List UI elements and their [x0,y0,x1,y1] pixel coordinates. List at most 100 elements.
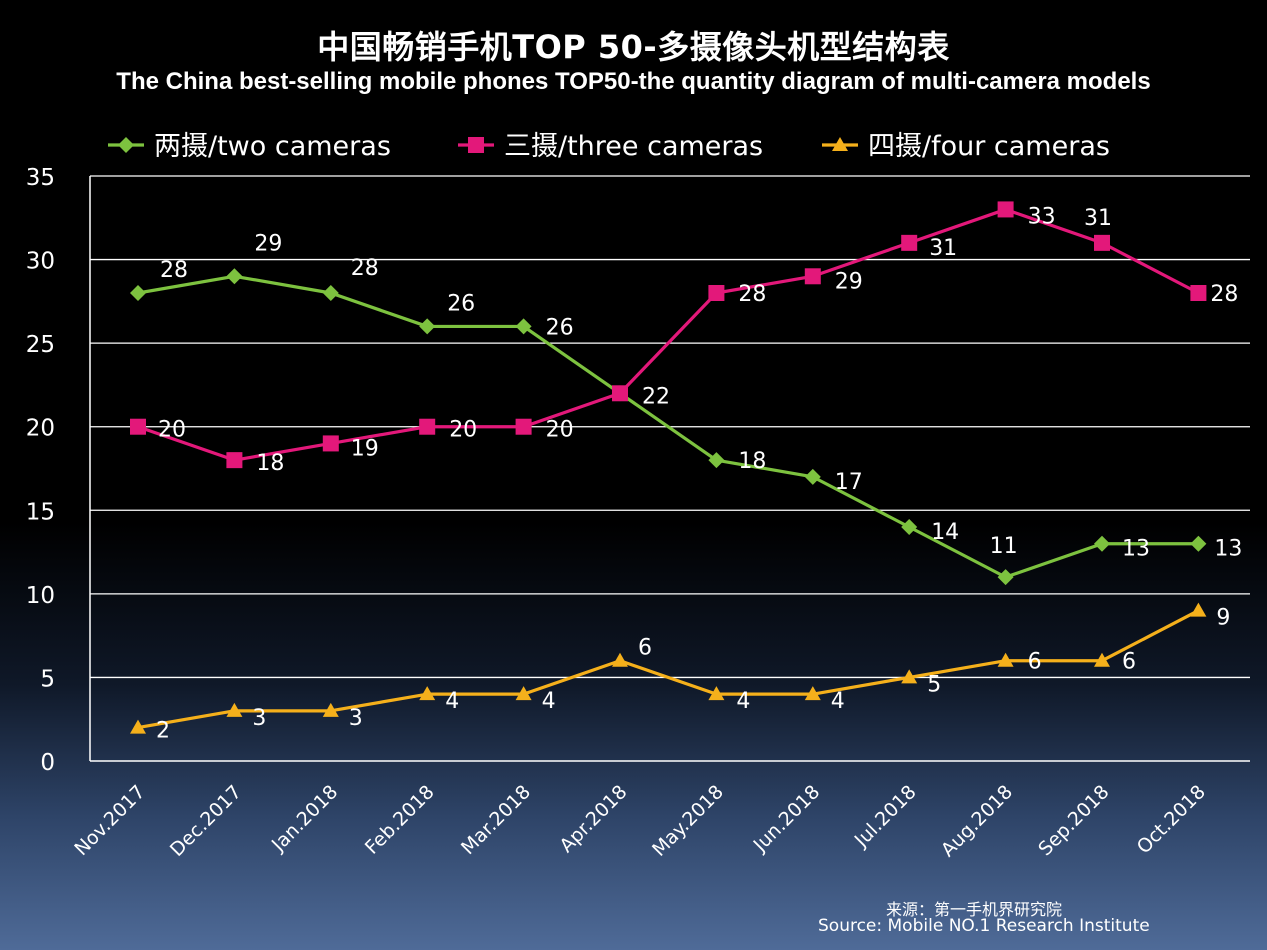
data-label: 6 [1028,650,1042,675]
source-cn: 来源：第一手机界研究院 [886,900,1063,919]
data-label: 3 [349,706,363,731]
data-point [515,418,532,435]
data-label: 11 [990,534,1018,559]
x-tick-label: Aug.2018 [937,781,1017,861]
data-label: 4 [445,689,459,714]
x-tick-label: Nov.2017 [70,781,149,860]
data-point [226,452,243,469]
data-label: 31 [929,236,957,261]
data-label: 4 [831,689,845,714]
data-label: 26 [546,315,574,340]
data-label: 13 [1214,537,1242,562]
y-tick-label: 30 [26,249,55,275]
data-point [322,285,339,301]
data-label: 6 [638,636,652,661]
x-tick-label: May.2018 [648,781,728,861]
data-label: 28 [738,282,766,307]
data-point [997,569,1014,586]
x-tick-label: Apr.2018 [555,781,631,857]
data-point [997,652,1014,667]
data-label: 26 [447,291,475,316]
data-label: 18 [256,451,284,476]
data-label: 3 [252,706,266,731]
data-point [419,418,436,435]
data-point [1190,285,1207,301]
legend-marker [832,137,848,151]
data-point [708,686,725,701]
series-line-1 [137,274,1199,579]
x-tick-label: Jan.2018 [267,781,342,856]
data-point [1094,234,1110,251]
data-point [1094,652,1110,667]
data-label: 4 [736,689,750,714]
data-point [1190,602,1207,617]
data-point [226,268,243,285]
legend-label: 三摄/three cameras [504,131,763,162]
legend-label: 四摄/four cameras [868,131,1110,162]
data-label: 20 [546,418,574,443]
data-point [322,702,339,717]
data-label: 2 [156,719,170,744]
data-point [419,318,436,335]
data-point [1094,535,1110,552]
x-tick-label: Mar.2018 [457,781,535,859]
series-line-3 [137,609,1200,730]
data-label: 29 [254,231,282,256]
legend-label: 两摄/two cameras [154,131,391,162]
y-tick-label: 0 [40,750,55,776]
chart-subtitle: The China best-selling mobile phones TOP… [116,68,1151,95]
data-point [419,686,436,701]
data-point [708,452,725,469]
data-point [130,285,146,301]
data-point [515,318,532,335]
data-label: 13 [1122,537,1150,562]
data-point [515,686,532,701]
data-label: 22 [642,384,670,409]
data-label: 28 [1210,282,1238,307]
x-tick-label: Feb.2018 [361,781,439,859]
y-tick-label: 25 [26,332,55,358]
data-label: 20 [449,418,477,443]
x-tick-label: Oct.2018 [1133,781,1210,858]
data-point [130,418,146,435]
x-tick-label: Sep.2018 [1034,781,1113,860]
data-label: 6 [1122,650,1136,675]
data-point [901,669,918,684]
data-point [804,468,821,485]
data-label: 31 [1084,206,1112,231]
x-tick-label: Dec.2017 [166,781,246,861]
data-label: 33 [1028,204,1056,229]
data-point [804,268,821,285]
data-point [901,519,918,535]
data-point [804,686,821,701]
y-tick-label: 35 [26,165,55,191]
data-label: 14 [931,520,959,545]
series-line-2 [137,207,1200,462]
data-label: 28 [160,258,188,283]
data-label: 28 [351,256,379,281]
y-tick-label: 15 [26,499,55,525]
data-point [226,702,243,717]
legend-marker [118,137,134,153]
data-point [997,201,1014,218]
data-point [1190,535,1207,552]
x-tick-label: Jun.2018 [749,781,825,857]
x-tick-label: Jul.2018 [850,781,921,852]
data-label: 19 [351,436,379,461]
chart-title: 中国畅销手机TOP 50-多摄像头机型结构表 [317,28,950,66]
data-point [901,234,918,251]
data-point [322,435,339,452]
y-tick-label: 10 [26,583,55,609]
data-point [130,719,146,734]
y-tick-label: 20 [26,416,55,442]
data-point [612,385,628,402]
data-label: 4 [542,689,556,714]
data-label: 18 [738,449,766,474]
data-label: 29 [835,269,863,294]
data-point [708,285,725,301]
data-label: 9 [1216,606,1230,631]
data-label: 5 [927,672,941,697]
data-label: 17 [835,470,863,495]
y-tick-label: 5 [40,666,55,692]
